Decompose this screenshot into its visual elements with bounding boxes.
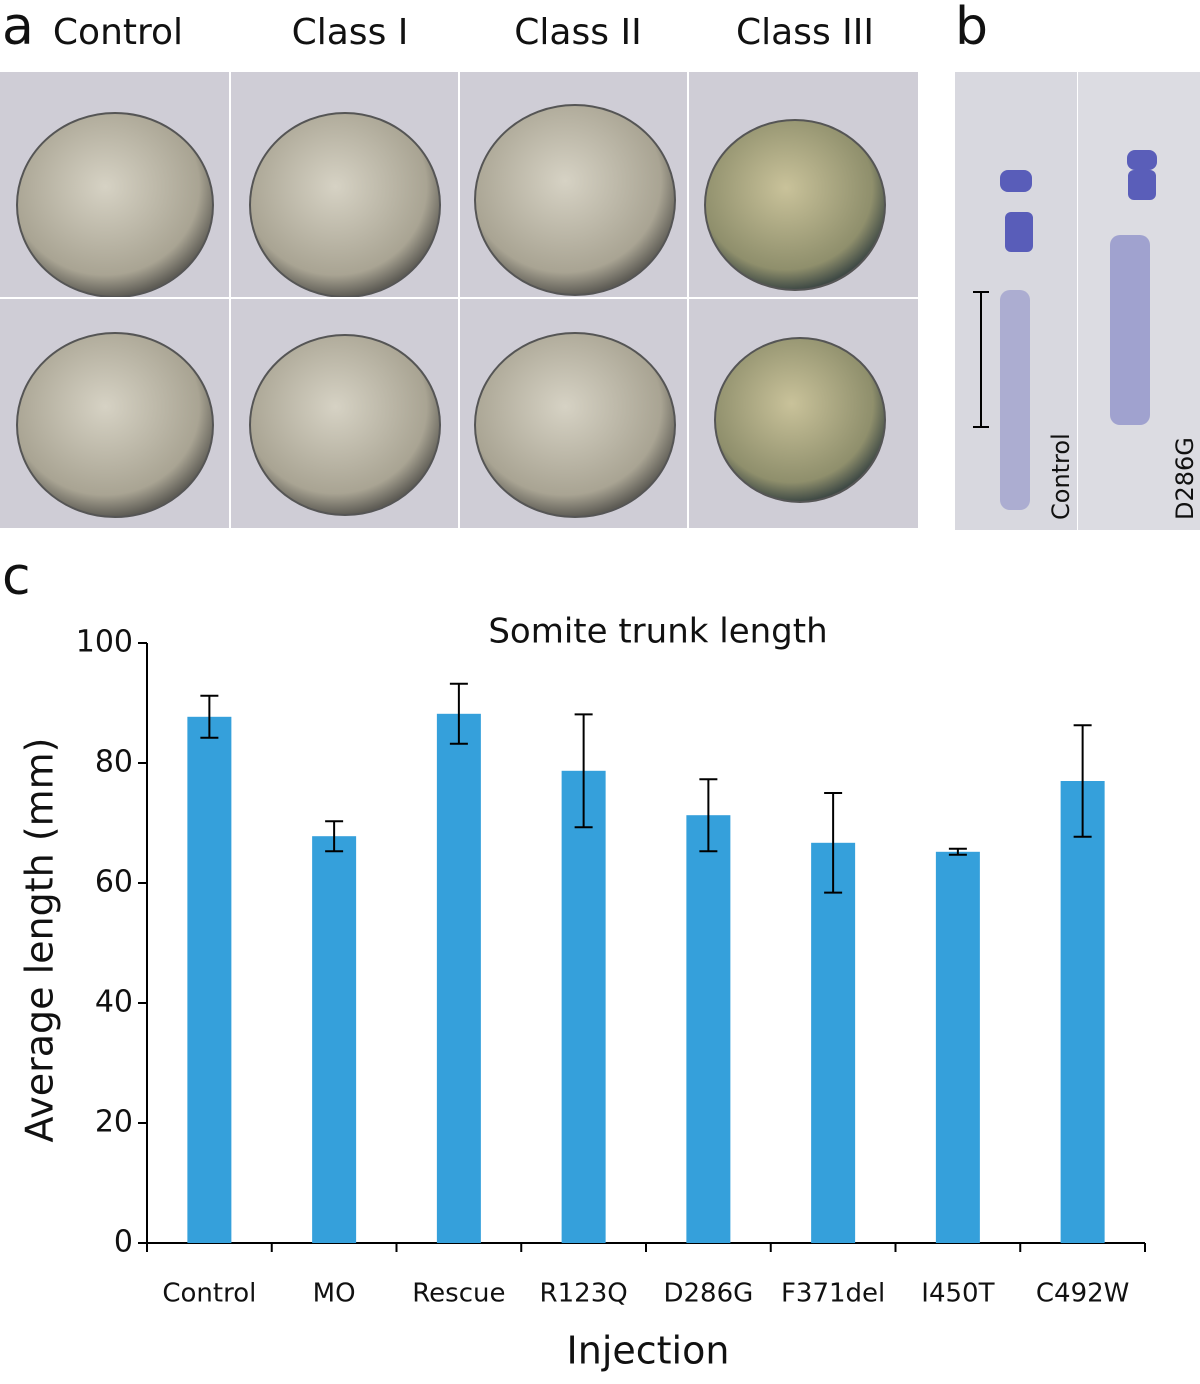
y-tick-label: 80 (95, 745, 133, 780)
y-axis-label: Average length (mm) (18, 737, 62, 1142)
chart-title: Somite trunk length (488, 612, 827, 652)
panel-b-images (955, 72, 1200, 530)
panel-a-images (0, 72, 918, 528)
x-tick-label: F371del (781, 1279, 885, 1309)
y-tick-label: 100 (76, 625, 133, 660)
y-tick-label: 20 (95, 1105, 133, 1140)
column-label: Control (53, 12, 183, 53)
bar (1060, 781, 1105, 1243)
y-tick-label: 0 (114, 1225, 133, 1260)
bar (312, 836, 357, 1243)
panel-label: c (2, 547, 31, 607)
x-tick-label: I450T (921, 1279, 994, 1309)
x-tick-label: Rescue (412, 1279, 505, 1309)
x-tick-label: C492W (1036, 1279, 1130, 1309)
bar (561, 770, 606, 1243)
lane-label: Control (1047, 433, 1075, 520)
lane-label: D286G (1171, 437, 1199, 520)
column-label: Class I (292, 12, 409, 53)
column-label: Class III (736, 12, 874, 53)
y-tick-label: 60 (95, 865, 133, 900)
panel-label: a (2, 0, 34, 57)
bar (187, 716, 232, 1243)
bar (436, 713, 481, 1243)
x-tick-label: R123Q (540, 1279, 628, 1309)
x-tick-label: Control (162, 1279, 256, 1309)
bar-chart: Somite trunk length Injection Average le… (18, 612, 1146, 1373)
column-label: Class II (514, 12, 641, 53)
x-tick-label: D286G (663, 1279, 753, 1309)
panel-label: b (955, 0, 988, 57)
x-axis-label: Injection (567, 1329, 730, 1373)
x-tick-label: MO (313, 1279, 356, 1309)
bar (811, 842, 856, 1243)
bar (935, 851, 980, 1243)
bar (686, 815, 731, 1243)
y-tick-label: 40 (95, 985, 133, 1020)
